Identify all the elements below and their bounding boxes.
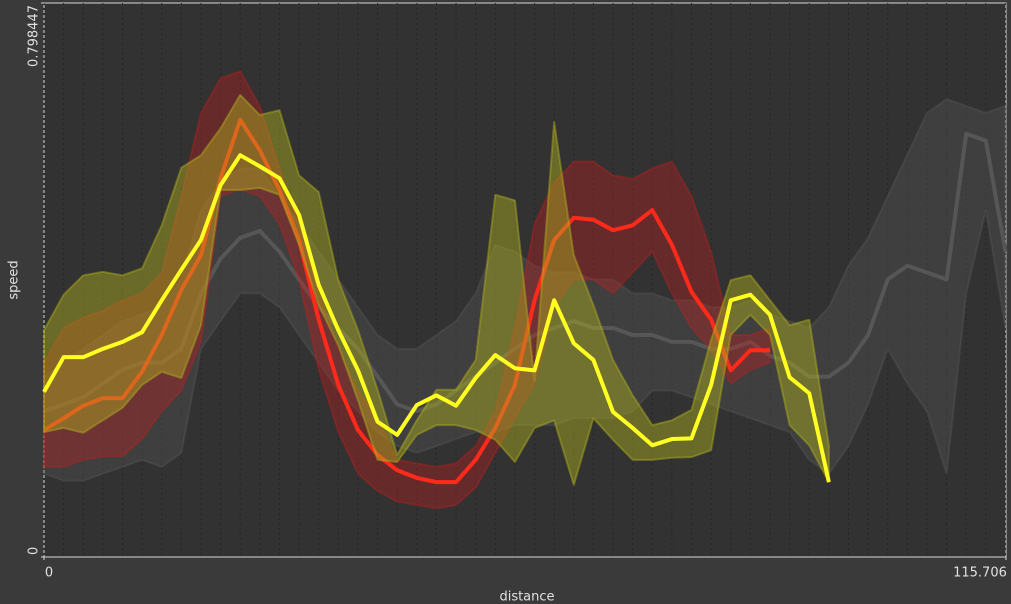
- band: [43, 93, 830, 486]
- y-tick-label: 0: [27, 547, 42, 555]
- x-tick-label: 115.706: [953, 566, 1007, 581]
- series-line: [42, 117, 770, 485]
- x-axis-label: distance: [499, 590, 554, 604]
- band: [43, 98, 1007, 482]
- y-axis-label: speed: [7, 260, 22, 299]
- x-tick-label: 0: [45, 566, 53, 581]
- series-line: [42, 153, 831, 483]
- plot-area: [43, 2, 1007, 558]
- y-tick-label: 0.798447: [27, 5, 42, 67]
